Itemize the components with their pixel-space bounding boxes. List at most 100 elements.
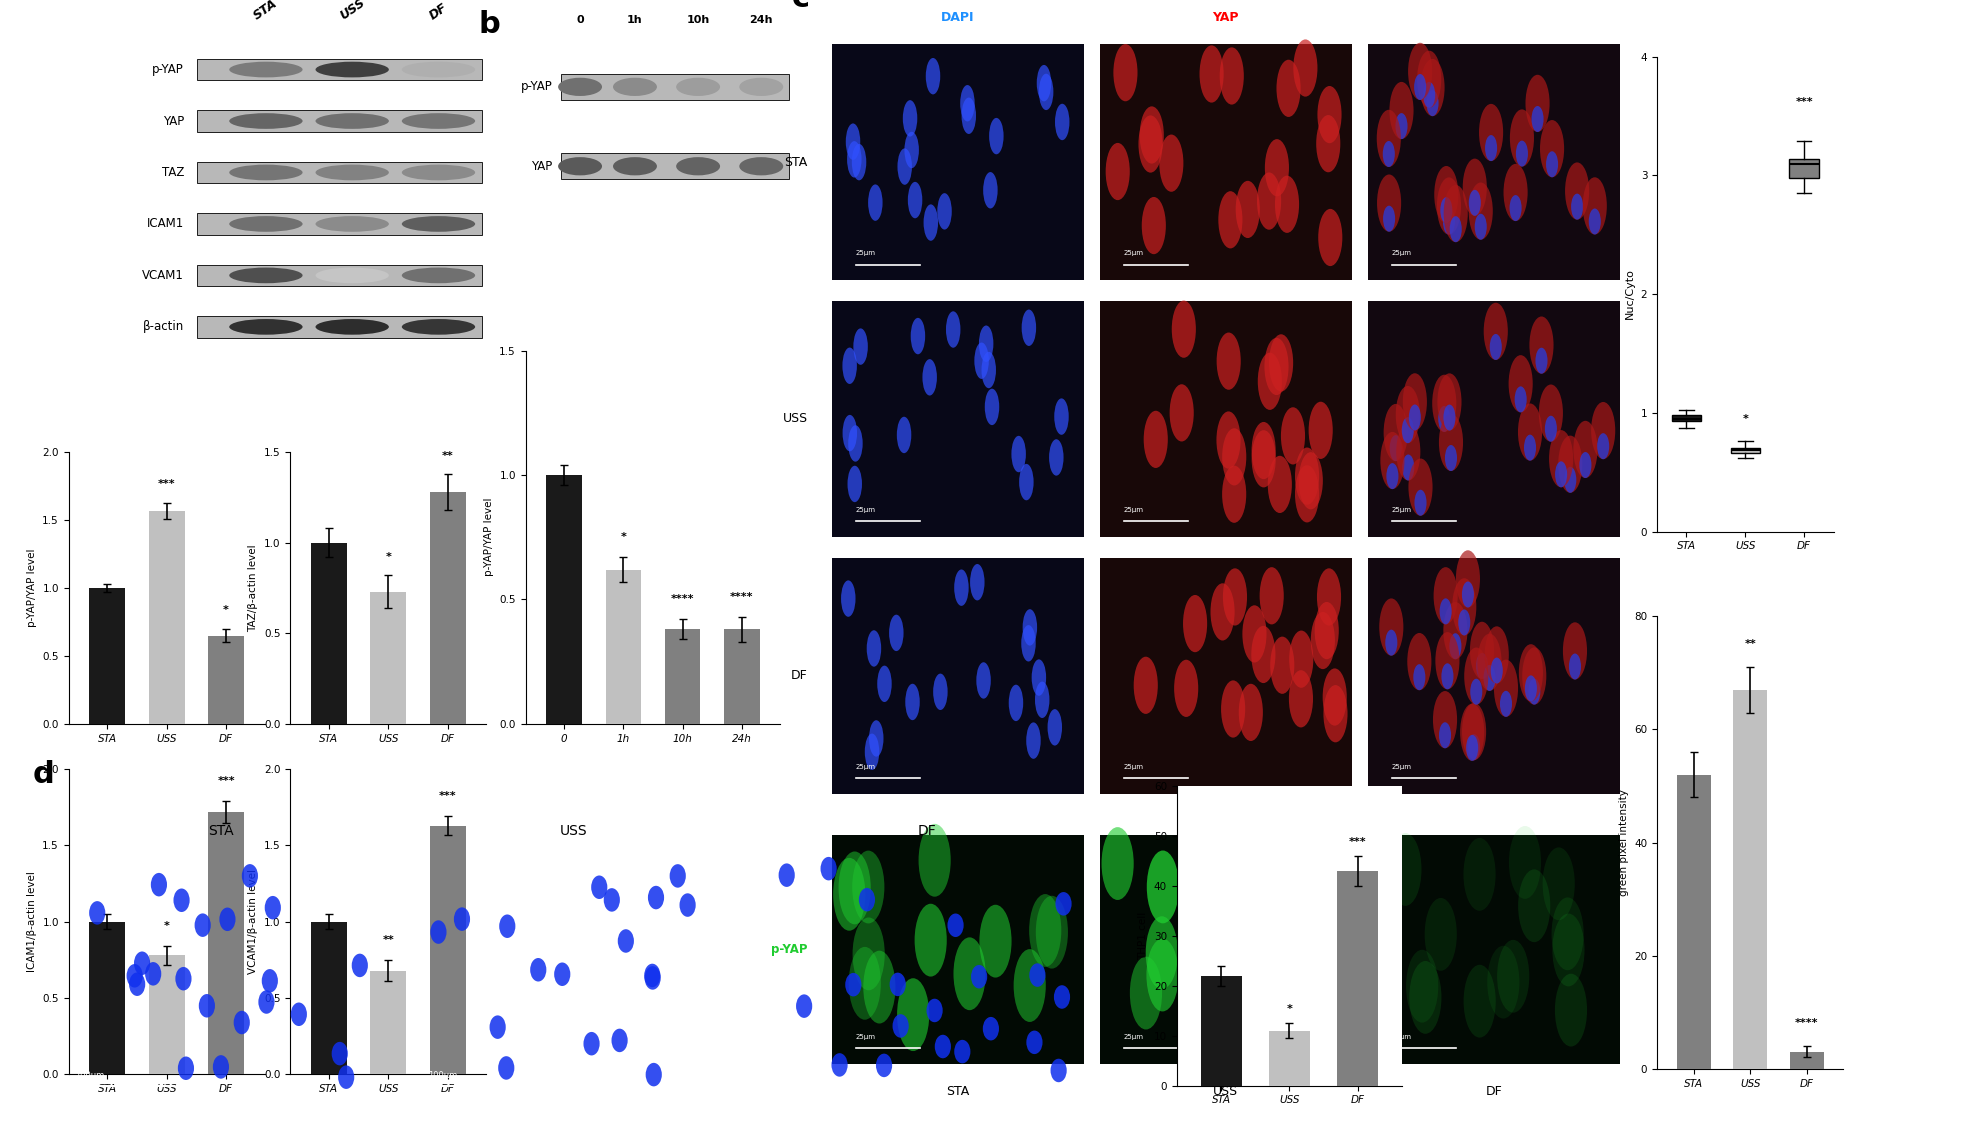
Ellipse shape [833,857,865,931]
Text: USS: USS [782,413,808,425]
Ellipse shape [1216,333,1241,390]
Ellipse shape [133,951,151,975]
Ellipse shape [1294,465,1320,523]
Ellipse shape [1251,422,1277,480]
Ellipse shape [1022,310,1035,346]
Ellipse shape [233,1011,249,1034]
Ellipse shape [1565,467,1577,493]
Text: 100μm: 100μm [427,1071,457,1080]
Text: 25μm: 25μm [855,250,877,257]
Ellipse shape [1559,435,1583,493]
Ellipse shape [618,930,633,952]
Ellipse shape [559,157,602,175]
Text: p-YAP: p-YAP [153,63,184,76]
Ellipse shape [843,347,857,383]
Bar [724,629,759,724]
Ellipse shape [1551,897,1584,970]
FancyBboxPatch shape [1100,558,1351,794]
Ellipse shape [127,964,143,987]
Ellipse shape [261,969,278,993]
Bar [90,588,126,724]
Bar [547,475,582,724]
Ellipse shape [1130,957,1163,1029]
Text: USS: USS [1214,1085,1237,1098]
Ellipse shape [453,907,471,931]
Text: 25μm: 25μm [855,1034,877,1041]
Ellipse shape [677,157,720,175]
Ellipse shape [1106,143,1130,200]
Ellipse shape [1432,374,1457,432]
Ellipse shape [1410,961,1441,1034]
Ellipse shape [1443,185,1467,242]
Ellipse shape [867,630,880,666]
Ellipse shape [351,953,369,977]
Ellipse shape [1459,610,1471,636]
Bar [312,543,347,724]
Ellipse shape [1288,631,1314,688]
Ellipse shape [1147,851,1179,923]
Bar [429,492,465,724]
Bar [1677,775,1710,1069]
Ellipse shape [1222,466,1247,523]
FancyBboxPatch shape [1367,44,1620,280]
Bar [1200,976,1241,1086]
Ellipse shape [88,901,106,925]
Ellipse shape [614,78,657,96]
Ellipse shape [1055,104,1069,140]
Ellipse shape [1173,301,1196,357]
Ellipse shape [1532,106,1543,132]
Ellipse shape [1508,826,1541,899]
Ellipse shape [1308,402,1333,459]
Ellipse shape [1437,406,1451,432]
Ellipse shape [979,326,994,362]
Ellipse shape [1324,685,1347,742]
Text: p-YAP: p-YAP [771,943,808,956]
Ellipse shape [1465,648,1488,705]
Ellipse shape [316,319,388,335]
Y-axis label: TAZ/β-actin level: TAZ/β-actin level [249,544,259,632]
Ellipse shape [955,1039,971,1063]
Text: 100μm: 100μm [780,1071,810,1080]
Ellipse shape [229,165,302,180]
Ellipse shape [908,182,922,218]
Ellipse shape [1500,691,1512,717]
Ellipse shape [863,951,896,1024]
Ellipse shape [982,172,998,208]
Bar [312,922,347,1074]
Ellipse shape [1298,452,1324,509]
Text: STA: STA [251,0,280,21]
Ellipse shape [1565,163,1588,219]
Text: DAPI: DAPI [941,10,975,24]
Ellipse shape [1386,463,1398,489]
Ellipse shape [971,965,986,988]
Ellipse shape [647,886,665,909]
Ellipse shape [975,343,988,379]
Ellipse shape [982,1017,998,1041]
Ellipse shape [961,97,977,133]
Bar [149,956,184,1074]
Ellipse shape [1265,139,1288,197]
Ellipse shape [1528,679,1539,705]
Ellipse shape [1437,373,1461,431]
Ellipse shape [1222,429,1247,485]
Ellipse shape [926,58,939,94]
Ellipse shape [1441,663,1453,689]
Ellipse shape [1433,567,1457,624]
Bar [1337,871,1379,1086]
Ellipse shape [1143,411,1169,468]
Ellipse shape [1294,40,1318,96]
Ellipse shape [229,268,302,283]
Bar [561,153,788,180]
Text: 25μm: 25μm [1124,507,1143,513]
Y-axis label: VCAM1/β-actin level: VCAM1/β-actin level [249,870,259,974]
Ellipse shape [1271,836,1304,909]
Ellipse shape [677,78,720,96]
Ellipse shape [669,864,686,888]
Ellipse shape [645,966,661,990]
Ellipse shape [1414,664,1426,690]
Ellipse shape [1461,703,1484,761]
Ellipse shape [1543,847,1575,921]
Ellipse shape [898,148,912,184]
Ellipse shape [1020,464,1033,500]
Ellipse shape [1408,405,1422,431]
